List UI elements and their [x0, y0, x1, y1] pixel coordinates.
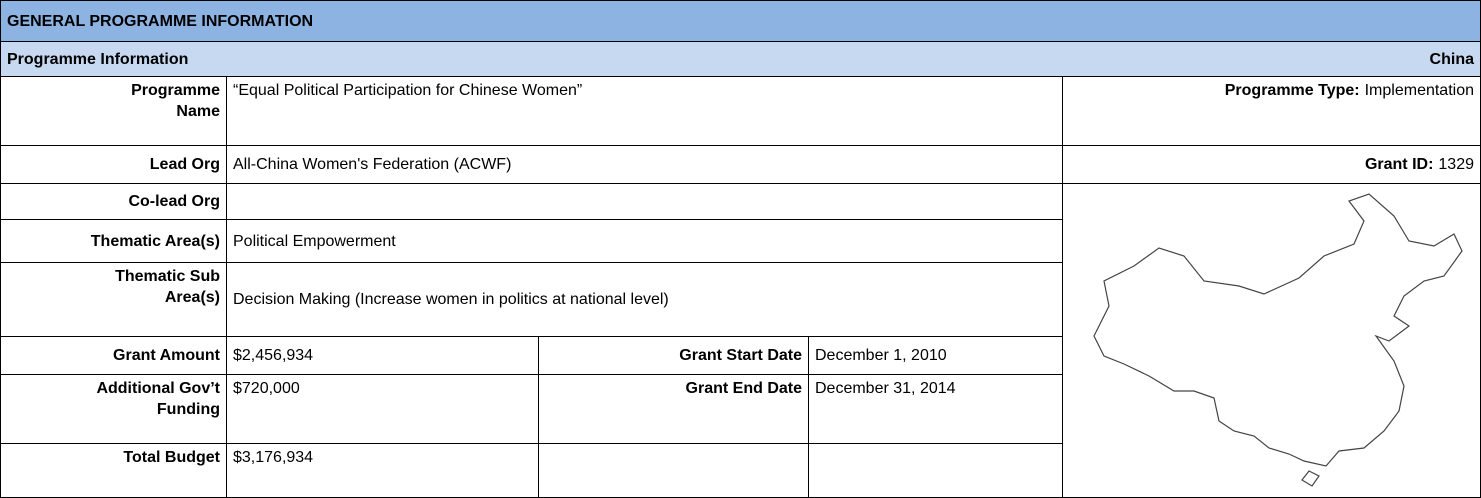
field-label: Thematic Sub Area(s)	[115, 268, 220, 306]
field-value: $720,000	[226, 374, 539, 444]
field-label: Lead Org	[149, 156, 220, 173]
field-label: Thematic Area(s)	[90, 232, 220, 250]
field-value: Decision Making (Increase women in polit…	[233, 291, 669, 308]
table-cell	[808, 443, 1063, 498]
field-label: Co-lead Org	[0, 183, 227, 220]
field-label: Grant Amount	[113, 347, 220, 364]
field-value: $3,176,934	[233, 449, 314, 466]
field-label: Additional Gov’t Funding	[96, 380, 220, 418]
field-label: Grant Amount	[0, 336, 227, 375]
grant-id: Grant ID: 1329	[1062, 145, 1481, 184]
field-value: Political Empowerment	[233, 232, 396, 250]
table-cell	[0, 41, 1481, 77]
country: China	[1429, 50, 1474, 68]
date-value: December 1, 2010	[808, 336, 1063, 375]
date-label: Grant End Date	[685, 380, 802, 397]
section-title: Programme Information	[7, 50, 189, 68]
table-cell	[538, 443, 809, 498]
field-label: Thematic Sub Area(s)	[0, 262, 227, 337]
field-value: $3,176,934	[226, 443, 539, 498]
table-title: GENERAL PROGRAMME INFORMATION	[7, 12, 314, 30]
date-value: December 1, 2010	[815, 347, 947, 364]
field-label: Total Budget	[0, 443, 227, 498]
field-value: “Equal Political Participation for Chine…	[233, 82, 583, 99]
field-label: Lead Org	[0, 145, 227, 184]
info-label: Programme Type:	[1224, 82, 1360, 99]
china-map	[1093, 193, 1463, 487]
date-label: Grant Start Date	[538, 336, 809, 375]
info-label: Grant ID:	[1364, 156, 1434, 173]
date-value: December 31, 2014	[808, 374, 1063, 444]
field-value: All-China Women's Federation (ACWF)	[233, 156, 512, 173]
field-value: Decision Making (Increase women in polit…	[226, 262, 1063, 337]
field-value: All-China Women's Federation (ACWF)	[226, 145, 1063, 184]
section-title: Programme Information	[0, 41, 700, 77]
field-value: $2,456,934	[233, 347, 314, 364]
programme-type: Programme Type: Implementation	[1062, 76, 1481, 146]
field-value: Political Empowerment	[226, 219, 1063, 263]
date-value: December 31, 2014	[815, 380, 956, 397]
field-value: “Equal Political Participation for Chine…	[226, 76, 1063, 146]
field-label: Co-lead Org	[128, 193, 220, 210]
info-value: 1329	[1438, 156, 1474, 173]
field-label: Thematic Area(s)	[0, 219, 227, 263]
field-value: $2,456,934	[226, 336, 539, 375]
info-value: Implementation	[1364, 82, 1474, 99]
country: China	[781, 41, 1481, 77]
field-label: Additional Gov’t Funding	[0, 374, 227, 444]
map-outline	[1093, 193, 1463, 487]
field-label: Programme Name	[0, 76, 227, 146]
field-value: $720,000	[233, 380, 300, 397]
field-label: Total Budget	[123, 449, 220, 466]
date-label: Grant End Date	[538, 374, 809, 444]
table-title: GENERAL PROGRAMME INFORMATION	[0, 0, 1481, 42]
field-label: Programme Name	[131, 82, 220, 120]
date-label: Grant Start Date	[679, 347, 802, 364]
table-cell	[226, 183, 1063, 220]
